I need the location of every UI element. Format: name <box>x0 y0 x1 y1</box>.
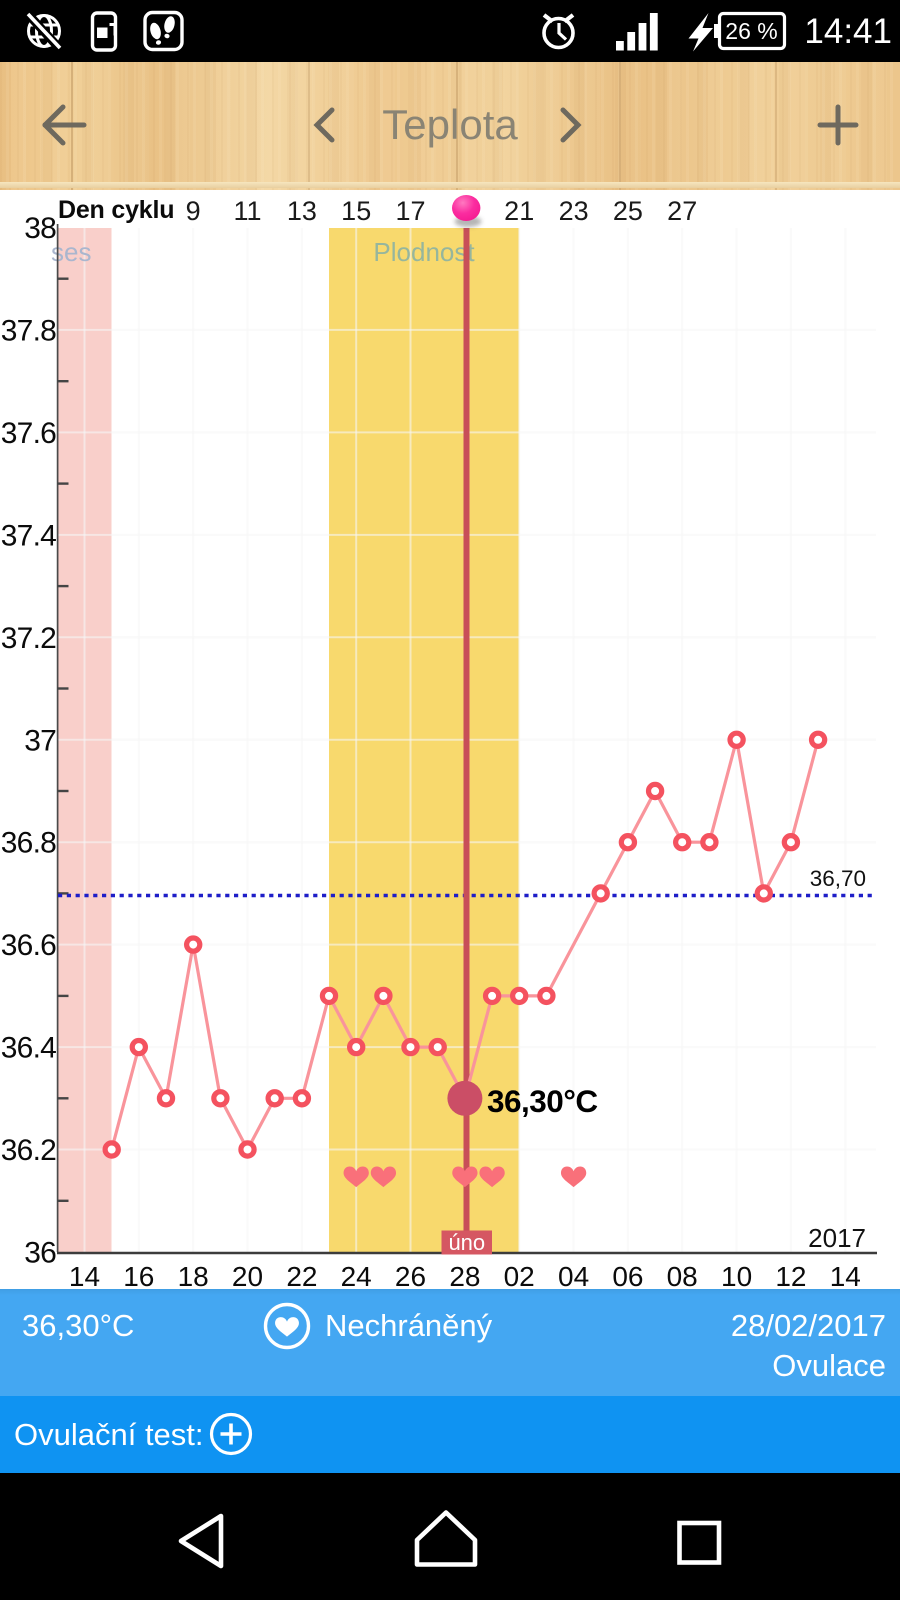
svg-text:36.6: 36.6 <box>1 929 56 962</box>
svg-text:06: 06 <box>612 1261 643 1292</box>
svg-text:37.8: 37.8 <box>1 315 56 348</box>
svg-text:37.4: 37.4 <box>1 519 56 552</box>
svg-text:36,30°C: 36,30°C <box>487 1083 598 1119</box>
svg-text:13: 13 <box>287 196 317 226</box>
svg-text:Ovulace: Ovulace <box>772 1348 886 1383</box>
svg-text:36.4: 36.4 <box>1 1032 56 1065</box>
svg-text:24: 24 <box>341 1261 372 1292</box>
svg-text:úno: úno <box>448 1230 485 1255</box>
svg-text:10: 10 <box>721 1261 752 1292</box>
svg-text:08: 08 <box>667 1261 698 1292</box>
svg-text:36.8: 36.8 <box>1 827 56 860</box>
svg-text:36.2: 36.2 <box>1 1134 56 1167</box>
svg-text:15: 15 <box>341 196 371 226</box>
svg-text:12: 12 <box>775 1261 806 1292</box>
svg-text:Den cyklu: Den cyklu <box>58 196 174 224</box>
svg-text:37: 37 <box>24 724 56 757</box>
svg-text:20: 20 <box>232 1261 263 1292</box>
svg-text:Plodnost: Plodnost <box>373 237 475 267</box>
svg-text:14: 14 <box>830 1261 861 1292</box>
svg-text:14: 14 <box>69 1261 100 1292</box>
svg-text:21: 21 <box>504 196 534 226</box>
svg-text:23: 23 <box>559 196 589 226</box>
svg-text:37.2: 37.2 <box>1 622 56 655</box>
svg-text:11: 11 <box>233 196 261 226</box>
svg-text:28/02/2017: 28/02/2017 <box>731 1308 886 1343</box>
svg-text:04: 04 <box>558 1261 589 1292</box>
svg-text:Ovulační test:: Ovulační test: <box>14 1417 204 1452</box>
svg-text:17: 17 <box>395 196 425 226</box>
svg-text:14:41: 14:41 <box>804 12 892 51</box>
svg-text:37.6: 37.6 <box>1 417 56 450</box>
svg-text:36,30°C: 36,30°C <box>22 1308 134 1343</box>
svg-text:2017: 2017 <box>808 1223 866 1253</box>
svg-text:27: 27 <box>667 196 697 226</box>
svg-text:26: 26 <box>395 1261 426 1292</box>
svg-text:36,70: 36,70 <box>810 866 866 891</box>
svg-text:16: 16 <box>123 1261 154 1292</box>
svg-text:18: 18 <box>178 1261 209 1292</box>
svg-text:38: 38 <box>24 212 56 245</box>
svg-text:Teplota: Teplota <box>382 101 518 148</box>
svg-text:02: 02 <box>504 1261 535 1292</box>
svg-text:Nechráněný: Nechráněný <box>325 1308 493 1343</box>
svg-text:22: 22 <box>286 1261 317 1292</box>
svg-text:9: 9 <box>186 196 201 226</box>
svg-text:36: 36 <box>24 1237 56 1270</box>
svg-text:25: 25 <box>613 196 643 226</box>
svg-text:28: 28 <box>449 1261 480 1292</box>
svg-text:26 %: 26 % <box>725 18 777 44</box>
